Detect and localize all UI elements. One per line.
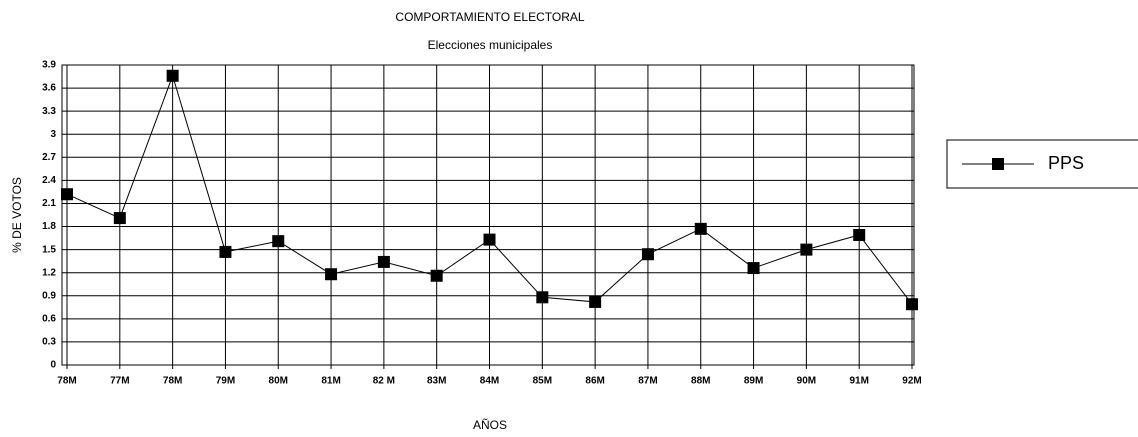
x-tick-label: 85M xyxy=(533,376,552,387)
y-tick-label: 2.1 xyxy=(42,198,56,209)
y-tick-label: 0 xyxy=(50,360,56,371)
chart-subtitle: Elecciones municipales xyxy=(428,38,553,52)
marker xyxy=(272,235,285,248)
x-tick-label: 83M xyxy=(427,376,446,387)
chart-title: COMPORTAMIENTO ELECTORAL xyxy=(395,10,584,24)
marker xyxy=(61,188,73,201)
y-tick-label: 1.5 xyxy=(42,244,56,255)
x-tick-label: 81M xyxy=(321,376,340,387)
x-tick-label: 78M xyxy=(57,376,76,387)
marker xyxy=(800,243,813,256)
marker xyxy=(641,248,654,261)
x-tick-label: 90M xyxy=(797,376,816,387)
y-tick-label: 0.9 xyxy=(42,290,56,301)
marker xyxy=(325,268,338,281)
x-tick-label: 80M xyxy=(269,376,288,387)
y-tick-label: 2.7 xyxy=(42,152,56,163)
marker xyxy=(747,262,760,275)
marker xyxy=(430,269,443,282)
y-tick-label: 2.4 xyxy=(42,175,56,186)
x-tick-label: 87M xyxy=(638,376,657,387)
marker xyxy=(589,295,602,308)
x-tick-label: 89M xyxy=(744,376,763,387)
marker xyxy=(906,298,918,311)
y-tick-label: 3.6 xyxy=(42,83,56,94)
x-tick-label: 78M xyxy=(163,376,182,387)
plot-frame xyxy=(61,64,915,366)
marker xyxy=(113,212,126,225)
x-tick-label: 77M xyxy=(110,376,129,387)
marker xyxy=(166,69,179,82)
x-tick-label: 84M xyxy=(480,376,499,387)
y-tick-label: 3 xyxy=(50,129,56,140)
marker xyxy=(694,222,707,235)
marker xyxy=(219,245,232,258)
y-axis-label: % DE VOTOS xyxy=(10,177,24,253)
x-tick-label: 82 M xyxy=(373,376,395,387)
marker xyxy=(377,255,390,268)
y-tick-label: 0.3 xyxy=(42,337,56,348)
marker xyxy=(536,291,549,304)
legend-label: PPS xyxy=(1048,153,1084,173)
x-tick-label: 91M xyxy=(849,376,868,387)
marker xyxy=(483,233,496,246)
y-tick-label: 1.2 xyxy=(42,267,56,278)
x-tick-label: 79M xyxy=(216,376,235,387)
x-tick-label: 88M xyxy=(691,376,710,387)
legend-box xyxy=(946,139,1138,189)
x-tick-label: 92M xyxy=(902,376,921,387)
y-tick-label: 0.6 xyxy=(42,313,56,324)
x-axis-label: AÑOS xyxy=(473,418,507,432)
marker xyxy=(853,229,866,241)
y-tick-label: 3.9 xyxy=(42,60,56,71)
y-tick-label: 3.3 xyxy=(42,106,56,117)
y-tick-label: 1.8 xyxy=(42,221,56,232)
x-tick-label: 86M xyxy=(585,376,604,387)
legend-marker xyxy=(992,158,1004,170)
